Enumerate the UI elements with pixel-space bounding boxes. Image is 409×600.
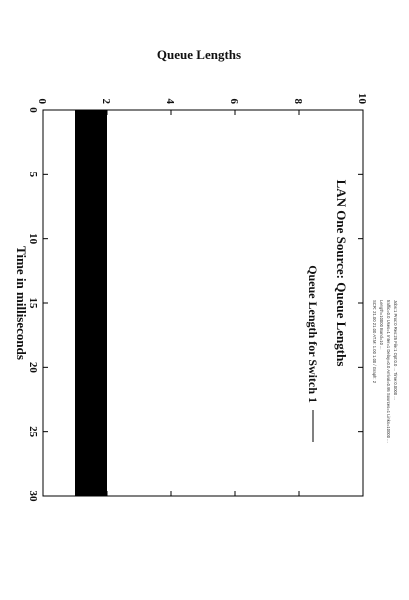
x-tick-label-3: 15 bbox=[27, 298, 39, 310]
y-tick-label-0: 0 bbox=[36, 99, 48, 105]
x-tick-label-4: 20 bbox=[27, 362, 39, 374]
y-tick-label-5: 10 bbox=[356, 93, 368, 105]
header-line-2: traffic=0.0 Uses=1 Inter=1 Delay=0.0 Arr… bbox=[386, 300, 391, 443]
legend-label: Queue Length for Switch 1 bbox=[306, 265, 320, 403]
y-tick-label-1: 2 bbox=[100, 99, 112, 105]
chart-title: LAN One Source: Queue Lengths bbox=[334, 180, 349, 367]
y-tick-label-2: 4 bbox=[164, 99, 176, 105]
x-tick-label-5: 25 bbox=[27, 426, 39, 438]
series-layer bbox=[75, 110, 107, 496]
x-tick-label-1: 5 bbox=[27, 172, 39, 178]
rotated-plot-group: Jobs:1 Proc:0 Res:25 File:1 Opt:0.0 ... … bbox=[14, 47, 398, 502]
x-tick-label-0: 0 bbox=[27, 107, 39, 113]
y-axis-label: Queue Lengths bbox=[157, 47, 241, 62]
x-tick-label-6: 30 bbox=[27, 491, 39, 503]
header-line-4: SCR: 21.00 21.00 AT.M: 1.00 1.00 / Graph… bbox=[372, 300, 377, 384]
x-axis-label: Time in milliseconds bbox=[14, 246, 29, 360]
y-tick-label-3: 6 bbox=[228, 99, 240, 105]
x-tick-label-2: 10 bbox=[27, 233, 39, 245]
header-line-1: Jobs:1 Proc:0 Res:25 File:1 Opt:0.0 ... … bbox=[393, 300, 398, 400]
series-band-1 bbox=[75, 110, 107, 496]
tick-layer: 0 5 10 15 20 25 30 0 2 4 6 8 10 bbox=[27, 93, 368, 502]
header-line-3: Length=10000 Band=10 ... bbox=[379, 300, 384, 350]
y-tick-label-4: 8 bbox=[292, 99, 304, 105]
